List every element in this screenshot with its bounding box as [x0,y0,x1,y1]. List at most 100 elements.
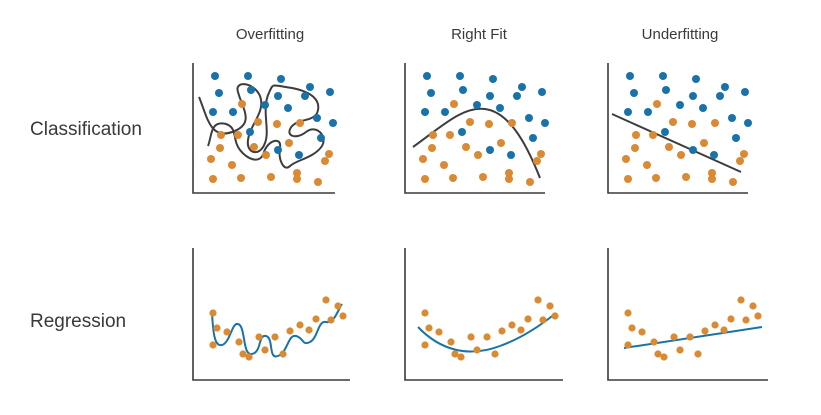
orange-dot-underfitting-3 [711,119,719,127]
blue-dot-overfitting-18 [329,119,337,127]
regression-dot-underfitting-15 [737,296,745,304]
blue-dot-underfitting-11 [676,101,684,109]
regression-dot-overfitting-6 [245,353,253,361]
orange-dot-underfitting-2 [688,120,696,128]
blue-dot-underfitting-7 [716,92,724,100]
orange-dot-overfitting-2 [273,120,281,128]
regression-dot-right-fit-18 [551,312,559,320]
regression-dot-overfitting-11 [286,327,294,335]
regression-dot-underfitting-13 [720,326,728,334]
orange-dot-right-fit-14 [533,157,541,165]
blue-dot-underfitting-15 [689,146,697,154]
blue-dot-underfitting-6 [689,92,697,100]
orange-dot-overfitting-19 [314,178,322,186]
row-label-regression: Regression [30,311,127,332]
regression-dot-overfitting-15 [322,296,330,304]
blue-dot-overfitting-5 [247,86,255,94]
boundary-underfitting [611,113,742,173]
axis-underfitting-classification [607,63,748,194]
orange-dot-right-fit-19 [526,178,534,186]
orange-dot-overfitting-6 [216,144,224,152]
regression-dot-right-fit-1 [425,324,433,332]
orange-dot-underfitting-18 [708,175,716,183]
fit-curve-overfitting [211,303,343,358]
fit-curve-right-fit [417,312,557,353]
regression-dot-underfitting-5 [654,350,662,358]
regression-dot-overfitting-17 [334,302,342,310]
blue-dot-underfitting-1 [659,72,667,80]
blue-dot-underfitting-2 [692,75,700,83]
orange-dot-underfitting-7 [665,143,673,151]
orange-dot-right-fit-3 [508,119,516,127]
blue-dot-overfitting-4 [215,89,223,97]
regression-dot-overfitting-10 [279,350,287,358]
blue-dot-right-fit-17 [529,134,537,142]
regression-dot-underfitting-0 [624,309,632,317]
regression-dot-underfitting-2 [624,341,632,349]
axis-underfitting-regression [607,248,768,381]
orange-dot-right-fit-18 [505,175,513,183]
blue-dot-right-fit-16 [507,151,515,159]
orange-dot-overfitting-10 [207,155,215,163]
regression-dot-overfitting-12 [296,321,304,329]
blue-dot-right-fit-7 [513,92,521,100]
regression-dot-overfitting-0 [209,309,217,317]
blue-dot-underfitting-14 [661,128,669,136]
orange-dot-overfitting-13 [293,169,301,177]
regression-dot-underfitting-10 [694,350,702,358]
orange-dot-right-fit-8 [497,139,505,147]
regression-dot-overfitting-18 [339,312,347,320]
blue-dot-underfitting-0 [626,72,634,80]
blue-dot-underfitting-12 [699,104,707,112]
blue-dot-overfitting-17 [317,134,325,142]
blue-dot-right-fit-3 [518,83,526,91]
regression-dot-right-fit-4 [447,338,455,346]
regression-dot-underfitting-12 [711,321,719,329]
blue-dot-right-fit-2 [489,75,497,83]
blue-dot-overfitting-13 [313,114,321,122]
blue-dot-underfitting-17 [732,134,740,142]
orange-dot-overfitting-4 [217,131,225,139]
regression-dot-right-fit-2 [421,341,429,349]
blue-dot-right-fit-11 [473,101,481,109]
curves-group [198,83,763,358]
regression-dot-right-fit-0 [421,309,429,317]
blue-dot-overfitting-10 [229,108,237,116]
orange-dot-underfitting-17 [682,173,690,181]
regression-dot-overfitting-16 [327,316,335,324]
orange-dot-underfitting-4 [632,131,640,139]
orange-dot-overfitting-12 [262,151,270,159]
regression-dot-underfitting-8 [676,346,684,354]
regression-dot-underfitting-16 [742,316,750,324]
regression-dot-right-fit-10 [491,350,499,358]
blue-dot-right-fit-5 [459,86,467,94]
orange-dot-underfitting-8 [700,139,708,147]
regression-dot-overfitting-8 [261,346,269,354]
blue-dot-underfitting-18 [744,119,752,127]
blue-dot-right-fit-15 [486,146,494,154]
orange-dot-underfitting-19 [729,178,737,186]
orange-dot-underfitting-11 [643,161,651,169]
regression-dot-right-fit-3 [435,328,443,336]
orange-dot-underfitting-12 [677,151,685,159]
orange-dot-right-fit-0 [450,100,458,108]
axis-right-fit-regression [404,248,563,381]
blue-dot-right-fit-9 [421,108,429,116]
regression-dot-overfitting-2 [209,341,217,349]
blue-dot-overfitting-11 [261,101,269,109]
regression-dot-overfitting-14 [312,315,320,323]
regression-dot-overfitting-4 [235,338,243,346]
blue-dot-right-fit-14 [458,128,466,136]
orange-dot-right-fit-10 [419,155,427,163]
orange-dot-right-fit-15 [421,175,429,183]
regression-dot-overfitting-13 [305,326,313,334]
orange-dot-overfitting-15 [209,175,217,183]
regression-dot-underfitting-3 [638,328,646,336]
blue-dot-overfitting-14 [246,128,254,136]
axis-overfitting-regression [192,248,350,381]
orange-dot-overfitting-5 [234,131,242,139]
blue-dot-right-fit-13 [525,114,533,122]
orange-dot-overfitting-8 [285,139,293,147]
orange-dot-right-fit-6 [428,144,436,152]
orange-dot-overfitting-18 [293,175,301,183]
